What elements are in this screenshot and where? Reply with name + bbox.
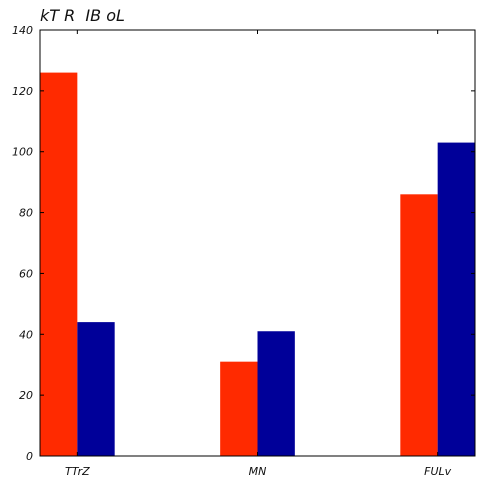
y-tick-label: 120 — [12, 85, 33, 98]
y-tick-label: 100 — [12, 146, 33, 159]
y-tick-label: 40 — [19, 328, 33, 341]
y-tick-label: 140 — [12, 24, 33, 37]
bar — [400, 194, 438, 457]
y-tick-label: 60 — [19, 267, 33, 280]
bar — [257, 331, 295, 456]
y-tick-label: 20 — [19, 389, 33, 402]
x-tick-label: MN — [249, 465, 267, 478]
bar — [77, 322, 115, 456]
x-tick-label: TTrZ — [65, 465, 90, 478]
chart-title: kT R IB oL — [40, 6, 125, 25]
bar — [437, 142, 475, 457]
y-tick-label: 0 — [26, 450, 33, 463]
bar — [40, 72, 78, 456]
bar — [220, 361, 258, 456]
y-tick-label: 80 — [19, 207, 33, 220]
x-tick-label: FULv — [424, 465, 452, 478]
